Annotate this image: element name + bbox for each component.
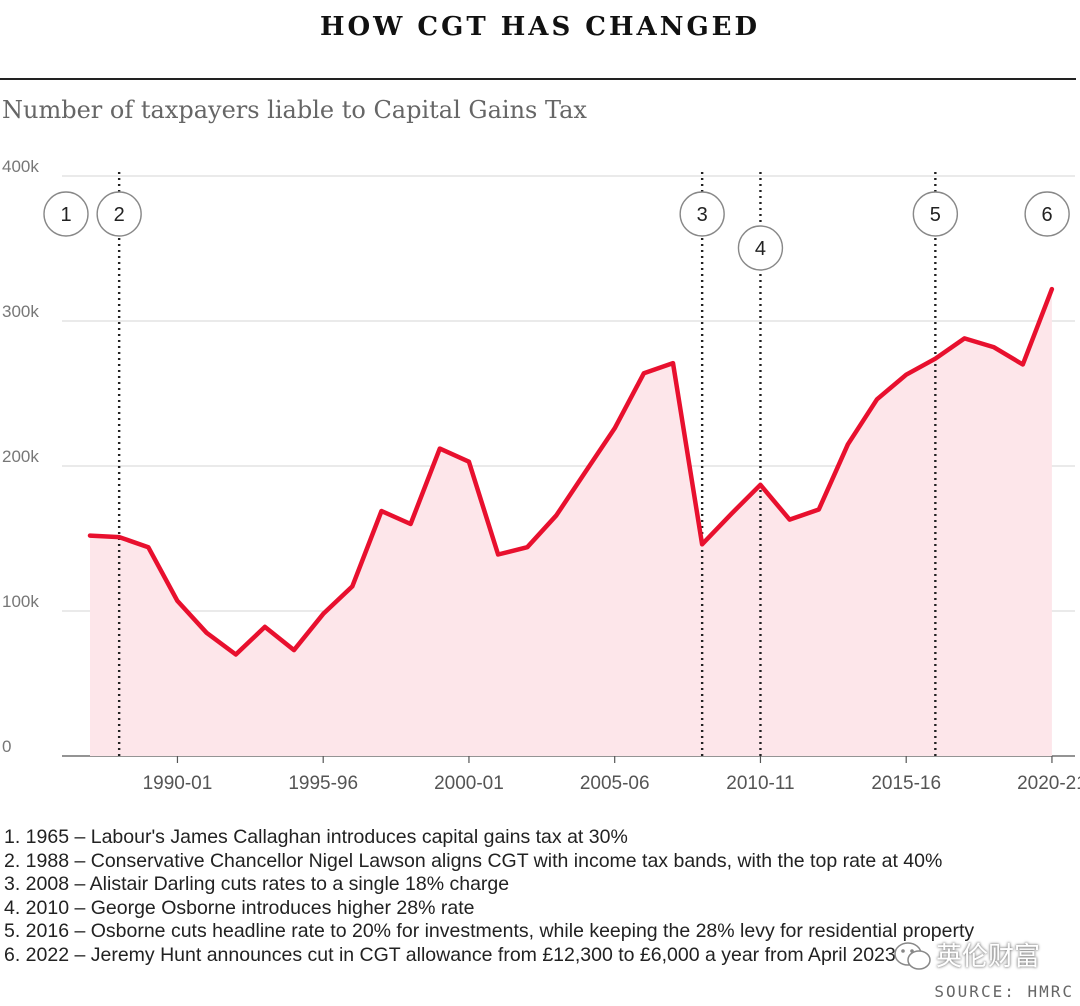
event-marker-badge [912, 191, 959, 237]
x-tick-label: 2000-01 [434, 773, 504, 794]
chart-subtitle: Number of taxpayers liable to Capital Ga… [2, 96, 587, 124]
footnotes: 1. 1965 – Labour's James Callaghan intro… [4, 826, 974, 968]
event-marker-label: 2 [114, 204, 125, 226]
cgt-taxpayers-chart: 0 100k 200k 300k 400k 1 2 3 4 5 6 1990-01 1995-96 200… [2, 157, 1080, 794]
y-tick-label: 300k [2, 302, 39, 321]
event-marker-label: 3 [697, 204, 708, 226]
x-tick-label: 2005-06 [580, 773, 650, 794]
x-tick-label: 2010-11 [726, 773, 794, 794]
event-marker-label: 5 [930, 204, 941, 226]
y-tick-label: 0 [2, 737, 11, 756]
y-tick-label: 100k [2, 592, 39, 611]
footnote-6: 6. 2022 – Jeremy Hunt announces cut in C… [4, 943, 896, 966]
event-marker-badge [1024, 191, 1070, 237]
watermark: 英伦财富 [936, 942, 1041, 972]
footnote-5: 5. 2016 – Osborne cuts headline rate to … [4, 920, 975, 943]
x-tick-label: 2015-16 [871, 773, 941, 794]
event-marker-badge [737, 225, 784, 271]
x-tick-label: 2020-21 [1017, 773, 1080, 794]
footnote-2: 2. 1988 – Conservative Chancellor Nigel … [4, 849, 943, 872]
title-divider [0, 78, 1076, 80]
y-tick-label: 200k [2, 447, 39, 466]
wechat-icon [894, 942, 931, 970]
source-note: SOURCE: HMRC [934, 982, 1074, 1001]
footnote-3: 3. 2008 – Alistair Darling cuts rates to… [4, 873, 510, 896]
footnote-1: 1. 1965 – Labour's James Callaghan intro… [4, 826, 628, 848]
chart-title: HOW CGT HAS CHANGED [319, 12, 761, 42]
y-tick-label: 400k [2, 157, 39, 176]
event-marker-badge [96, 191, 142, 237]
event-marker-label: 1 [60, 204, 71, 226]
event-marker-badge [679, 191, 725, 237]
x-tick-label: 1990-01 [143, 773, 213, 794]
event-marker-badge [43, 191, 89, 237]
series-line [87, 286, 1055, 657]
footnote-4: 4. 2010 – George Osborne introduces high… [4, 896, 475, 919]
event-marker-label: 6 [1042, 204, 1053, 226]
series-area [90, 289, 1052, 756]
event-marker-label: 4 [755, 238, 766, 260]
x-tick-label: 1995-96 [288, 773, 358, 794]
